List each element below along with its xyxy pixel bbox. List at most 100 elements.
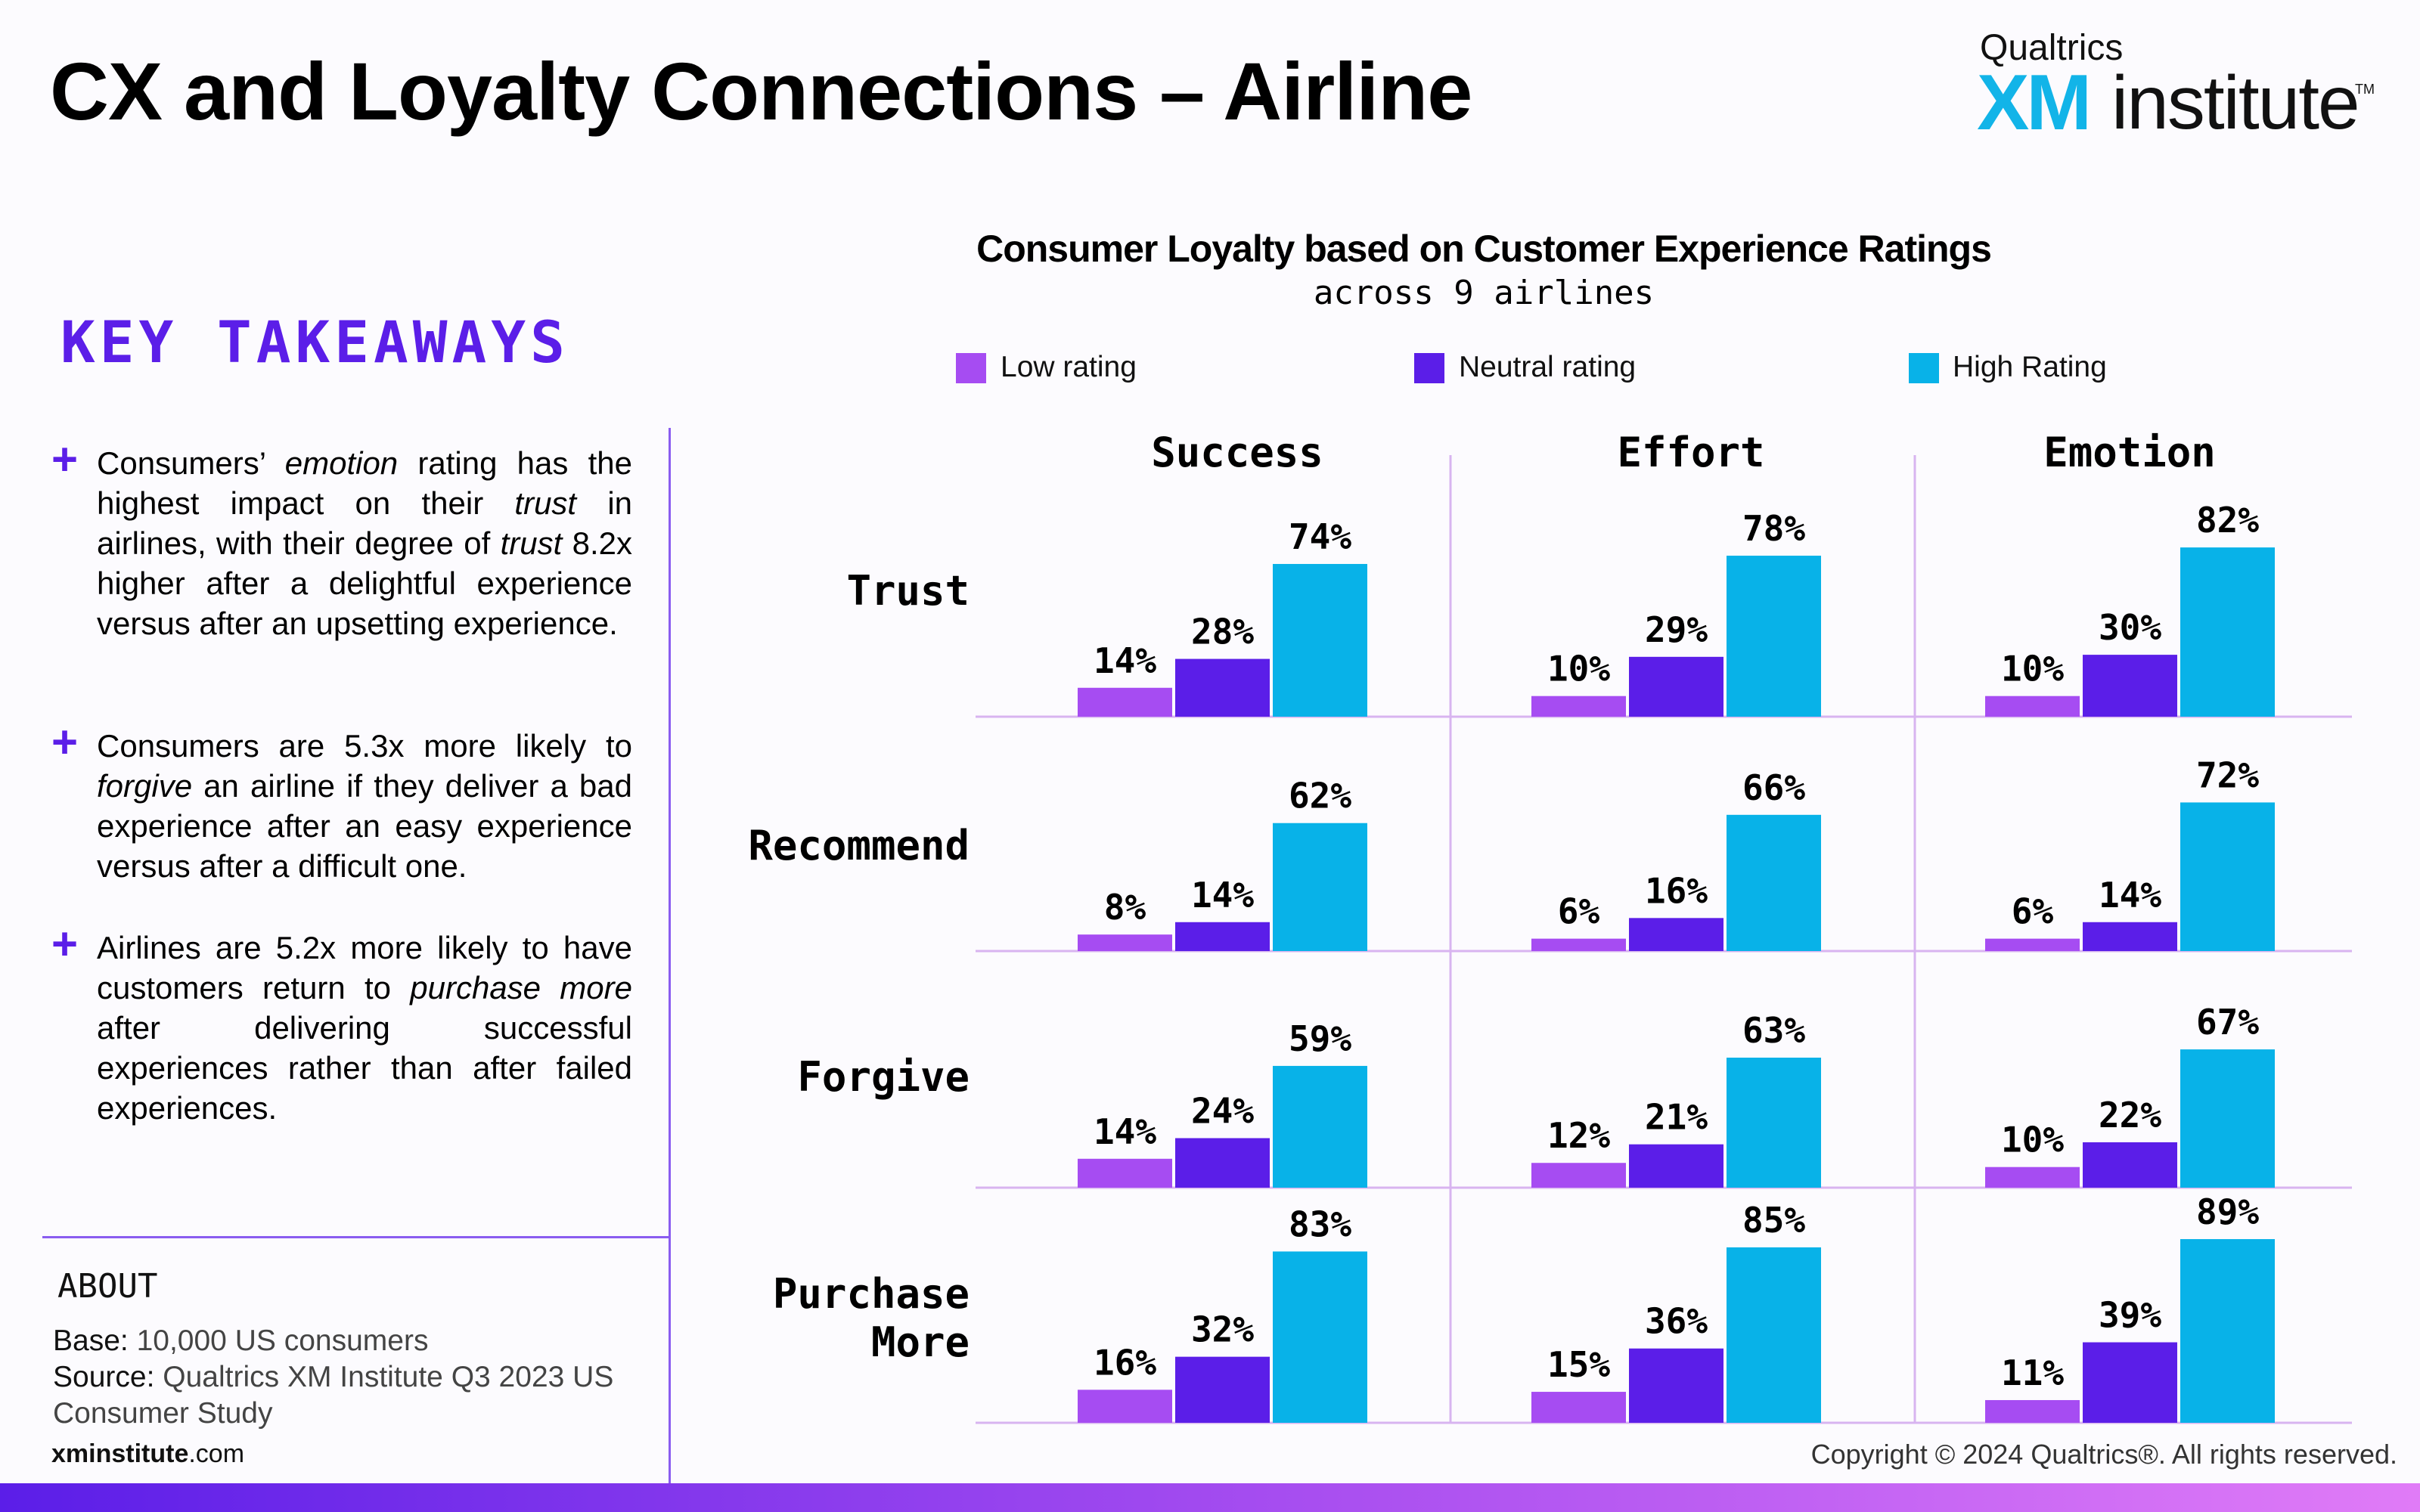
bar-high — [1273, 823, 1367, 951]
column-header: Success — [1151, 429, 1323, 476]
data-label: 6% — [1558, 891, 1600, 932]
data-label: 67% — [2196, 1002, 2259, 1043]
bar-neutral — [2083, 1142, 2177, 1188]
bar-neutral — [2083, 922, 2177, 951]
takeaway-item: + Consumers’ emotion rating has the high… — [51, 437, 633, 643]
data-label: 16% — [1094, 1342, 1156, 1383]
bar-low — [1531, 1163, 1626, 1188]
qualtrics-xm-institute-logo[interactable]: Qualtrics XM institute TM — [1977, 27, 2375, 148]
site-rest: .com — [188, 1439, 245, 1468]
bar-low — [1985, 1167, 2080, 1188]
bar-neutral — [1175, 658, 1270, 717]
data-label: 36% — [1645, 1301, 1708, 1342]
data-label: 8% — [1104, 887, 1146, 928]
data-label: 83% — [1289, 1204, 1351, 1244]
bar-high — [2180, 1239, 2275, 1423]
about-base: Base: 10,000 US consumers — [53, 1323, 428, 1359]
bar-neutral — [1629, 1144, 1723, 1188]
bar-low — [1985, 1399, 2080, 1423]
plus-icon: + — [51, 434, 79, 485]
row-label: More — [871, 1318, 970, 1366]
plus-icon: + — [51, 717, 79, 767]
bar-high — [1273, 1065, 1367, 1188]
data-label: 74% — [1289, 516, 1351, 557]
data-label: 22% — [2099, 1095, 2161, 1136]
data-label: 72% — [2196, 754, 2259, 795]
bar-neutral — [1629, 918, 1723, 951]
bar-neutral — [1629, 656, 1723, 717]
row-label: Purchase — [773, 1270, 970, 1318]
data-label: 85% — [1742, 1200, 1805, 1241]
data-label: 15% — [1547, 1344, 1610, 1385]
bar-neutral — [2083, 655, 2177, 717]
bar-low — [1531, 696, 1626, 717]
data-label: 14% — [1191, 875, 1254, 916]
site-bold: xminstitute — [51, 1439, 189, 1468]
bar-high — [1727, 556, 1821, 717]
bar-high — [2180, 802, 2275, 951]
takeaway-text: Airlines are 5.2x more likely to have cu… — [97, 930, 632, 1126]
logo-institute-text: institute — [2111, 60, 2360, 145]
data-label: 30% — [2099, 607, 2161, 648]
legend-swatch-low — [956, 353, 986, 383]
data-label: 6% — [2012, 891, 2054, 932]
column-header: Emotion — [2043, 429, 2216, 476]
bar-neutral — [1629, 1348, 1723, 1423]
takeaway-text: Consumers’ emotion rating has the highes… — [97, 445, 633, 641]
data-label: 89% — [2196, 1191, 2259, 1232]
base-label: Base: — [53, 1325, 129, 1357]
legend-swatch-neutral — [1414, 353, 1444, 383]
data-label: 39% — [2099, 1295, 2161, 1336]
bar-low — [1985, 696, 2080, 717]
about-source: Source: Qualtrics XM Institute Q3 2023 U… — [53, 1359, 613, 1396]
key-takeaways-heading: KEY TAKEAWAYS — [60, 308, 569, 376]
data-label: 63% — [1742, 1010, 1805, 1051]
takeaway-text: Consumers are 5.3x more likely to forgiv… — [97, 728, 632, 884]
row-label: Recommend — [748, 822, 970, 869]
data-label: 78% — [1742, 508, 1805, 549]
logo-xm-text: XM — [1977, 59, 2092, 147]
bar-low — [1531, 938, 1626, 951]
chart-subtitle: across 9 airlines — [1313, 274, 1655, 312]
takeaway-item: + Airlines are 5.2x more likely to have … — [51, 922, 632, 1128]
source-value: Qualtrics XM Institute Q3 2023 US — [163, 1361, 614, 1393]
bar-high — [1727, 814, 1821, 951]
bar-high — [1273, 563, 1367, 717]
data-label: 66% — [1742, 767, 1805, 808]
bar-high — [2180, 547, 2275, 717]
legend-swatch-high — [1909, 353, 1939, 383]
data-label: 28% — [1191, 612, 1254, 652]
bar-high — [1273, 1251, 1367, 1423]
bar-neutral — [1175, 1138, 1270, 1188]
row-label: Forgive — [797, 1053, 970, 1101]
data-label: 21% — [1645, 1097, 1708, 1138]
chart-title: Consumer Loyalty based on Customer Exper… — [976, 228, 1992, 270]
plus-icon: + — [51, 919, 79, 969]
data-label: 10% — [2001, 1120, 2064, 1160]
data-label: 24% — [1191, 1090, 1254, 1131]
legend-label-high: High Rating — [1953, 351, 2107, 383]
data-label: 10% — [1547, 649, 1610, 689]
bar-low — [1985, 938, 2080, 951]
page-title: CX and Loyalty Connections – Airline — [50, 45, 1472, 137]
takeaway-item: + Consumers are 5.3x more likely to forg… — [51, 720, 632, 886]
base-value: 10,000 US consumers — [136, 1325, 429, 1357]
data-label: 29% — [1645, 609, 1708, 650]
bar-neutral — [1175, 922, 1270, 951]
row-label: Trust — [846, 567, 970, 615]
website-link[interactable]: xminstitute.com — [51, 1439, 244, 1469]
data-label: 10% — [2001, 649, 2064, 689]
legend-label-low: Low rating — [1001, 351, 1137, 383]
data-label: 16% — [1645, 870, 1708, 911]
legend-label-neutral: Neutral rating — [1459, 351, 1637, 383]
data-label: 11% — [2001, 1352, 2064, 1393]
data-label: 12% — [1547, 1115, 1610, 1156]
data-label: 14% — [1094, 1111, 1156, 1152]
bar-low — [1078, 1158, 1172, 1188]
source-label: Source: — [53, 1361, 155, 1393]
bar-high — [1727, 1058, 1821, 1188]
bar-low — [1531, 1392, 1626, 1423]
bar-low — [1078, 1390, 1172, 1423]
data-label: 62% — [1289, 776, 1351, 816]
